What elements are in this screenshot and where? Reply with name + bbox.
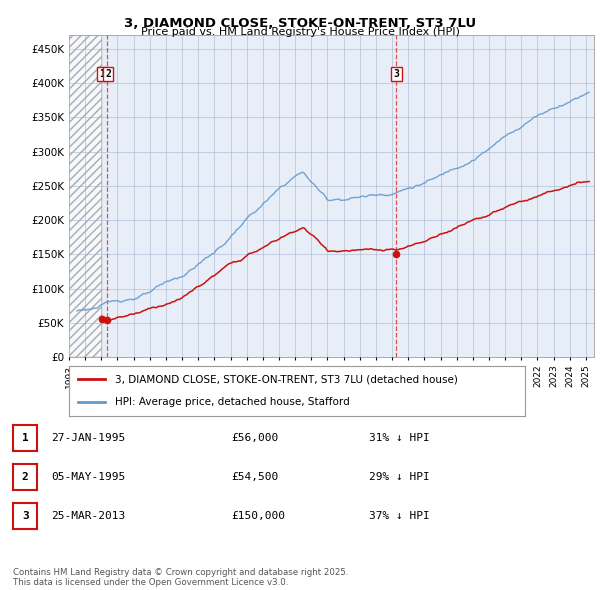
Text: 2: 2 [105, 69, 111, 79]
Text: 31% ↓ HPI: 31% ↓ HPI [369, 433, 430, 442]
Text: 05-MAY-1995: 05-MAY-1995 [51, 472, 125, 481]
Text: 25-MAR-2013: 25-MAR-2013 [51, 511, 125, 520]
Text: £54,500: £54,500 [231, 472, 278, 481]
Bar [69, 35, 103, 357]
Text: 3: 3 [394, 69, 400, 79]
Text: Contains HM Land Registry data © Crown copyright and database right 2025.
This d: Contains HM Land Registry data © Crown c… [13, 568, 349, 587]
Text: 27-JAN-1995: 27-JAN-1995 [51, 433, 125, 442]
Text: 1: 1 [22, 433, 29, 442]
Text: 1: 1 [100, 69, 106, 79]
Text: Price paid vs. HM Land Registry's House Price Index (HPI): Price paid vs. HM Land Registry's House … [140, 27, 460, 37]
Text: 3: 3 [22, 511, 29, 520]
Text: 3, DIAMOND CLOSE, STOKE-ON-TRENT, ST3 7LU: 3, DIAMOND CLOSE, STOKE-ON-TRENT, ST3 7L… [124, 17, 476, 30]
Text: 29% ↓ HPI: 29% ↓ HPI [369, 472, 430, 481]
Text: 2: 2 [22, 472, 29, 481]
Text: £150,000: £150,000 [231, 511, 285, 520]
Text: HPI: Average price, detached house, Stafford: HPI: Average price, detached house, Staf… [115, 398, 349, 408]
Text: £56,000: £56,000 [231, 433, 278, 442]
Text: 37% ↓ HPI: 37% ↓ HPI [369, 511, 430, 520]
Bar [69, 35, 103, 357]
Text: 3, DIAMOND CLOSE, STOKE-ON-TRENT, ST3 7LU (detached house): 3, DIAMOND CLOSE, STOKE-ON-TRENT, ST3 7L… [115, 374, 457, 384]
